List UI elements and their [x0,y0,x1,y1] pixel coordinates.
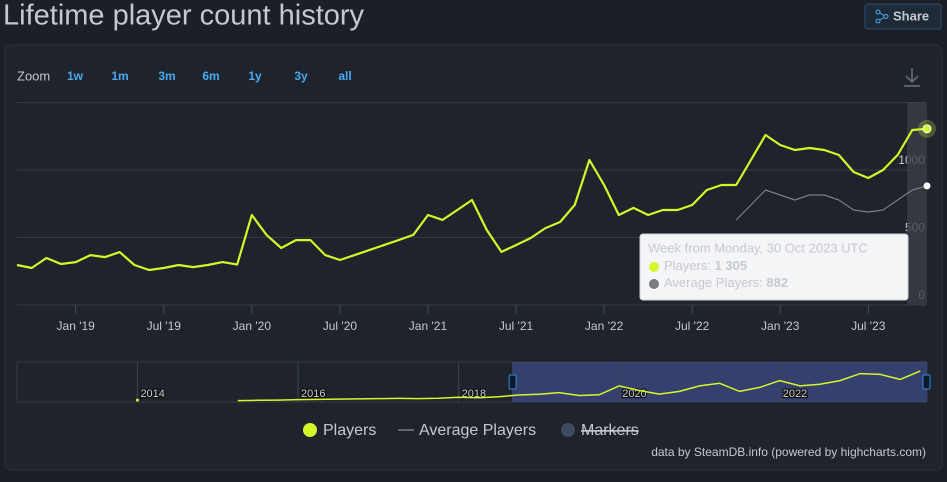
zoom-buttons: 1w 1m 3m 6m 1y 3y all [67,69,352,83]
tooltip-dot [649,279,659,289]
share-button[interactable]: Share [864,3,942,30]
zoom-button[interactable]: 1m [111,69,128,83]
tooltip-box [639,233,909,301]
tooltip-value: 882 [766,275,788,290]
tooltip-label: Average Players: [664,275,763,290]
legend-item[interactable]: Average Players [398,422,536,439]
x-tick-label: Jul '22 [675,319,710,333]
navigator-line [237,370,921,402]
legend-label: Markers [581,422,639,439]
legend-item[interactable]: Players [303,422,376,439]
average-line [735,185,928,221]
navigator-point [135,398,139,402]
navigator-tick-label: 2016 [301,388,325,400]
navigator-handle[interactable] [508,374,517,390]
zoom-label: Zoom [17,68,50,83]
plot [16,119,936,272]
legend-label: Players [323,422,376,439]
legend-item[interactable]: Markers [561,422,639,439]
hover-point [923,182,931,190]
zoom-button[interactable]: all [338,69,351,83]
zoom-button[interactable]: 3y [294,69,308,83]
crosshair [907,102,927,305]
x-tick-label: Jan '22 [585,319,624,333]
tooltip-label: Players: [664,258,711,273]
page-title: Lifetime player count history [3,0,365,32]
x-tick-label: Jan '23 [761,319,800,333]
zoom-button[interactable]: 6m [202,69,219,83]
legend-label: Average Players [419,422,536,439]
navigator-handle[interactable] [922,374,931,390]
zoom-button[interactable]: 3m [158,69,175,83]
navigator-tick-label: 2014 [140,388,164,400]
legend: Players Average Players Markers [303,422,639,439]
tooltip-row: Average Players: 882 [664,275,788,290]
x-tick-label: Jul '19 [147,319,182,333]
zoom-button[interactable]: 1w [67,69,84,83]
navigator: 2014 2016 2018 2020 2022 [16,361,931,403]
tooltip-value: 1 305 [715,258,748,273]
navigator-tick-label: 2022 [783,388,807,400]
legend-symbol [303,423,317,437]
x-tick-label: Jan '21 [409,319,448,333]
navigator-selection[interactable] [512,362,927,402]
tooltip-row: Players: 1 305 [664,258,747,273]
legend-symbol [561,423,575,437]
hover-point [922,124,932,134]
x-tick-label: Jan '20 [233,319,272,333]
share-label: Share [893,8,929,23]
players-line [16,127,928,272]
tooltip-title: Week from Monday, 30 Oct 2023 UTC [648,240,868,255]
credits: data by SteamDB.info (powered by highcha… [651,445,926,459]
tooltip-dot [649,262,659,272]
x-tick-label: Jan '19 [57,319,96,333]
x-tick-label: Jul '20 [323,319,358,333]
zoom-button[interactable]: 1y [248,69,262,83]
tooltip: Week from Monday, 30 Oct 2023 UTC Player… [639,233,909,301]
x-tick-label: Jul '21 [499,319,534,333]
download-button[interactable] [904,68,920,87]
x-tick-label: Jul '23 [851,319,886,333]
